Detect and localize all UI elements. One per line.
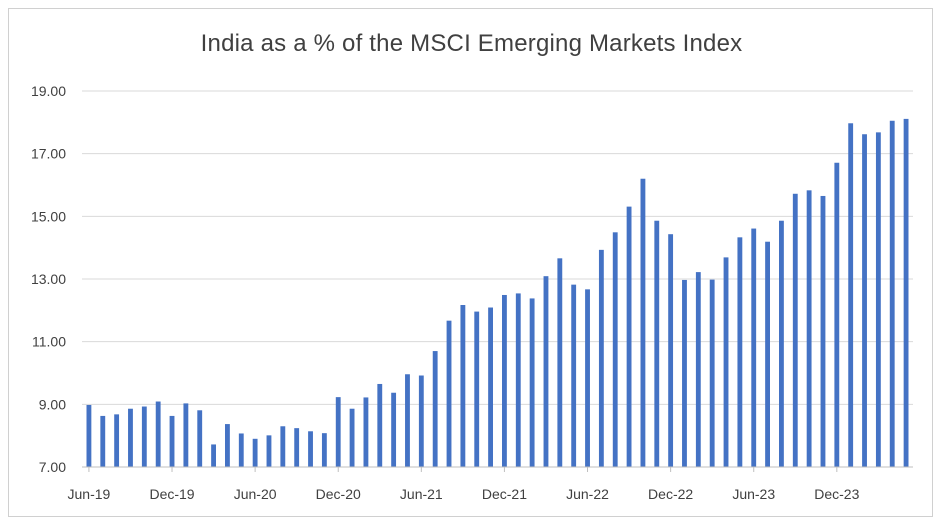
x-tick-label: Dec-21 bbox=[482, 486, 527, 502]
bar-Mar-22 bbox=[543, 276, 549, 467]
bar-Feb-22 bbox=[529, 298, 535, 467]
bar-Aug-22 bbox=[612, 232, 618, 467]
bar-May-20 bbox=[238, 433, 244, 467]
y-tick-label: 11.00 bbox=[32, 334, 66, 350]
y-tick-label: 19.00 bbox=[31, 83, 66, 99]
y-tick-label: 15.00 bbox=[31, 208, 66, 224]
bar-Nov-19 bbox=[155, 401, 161, 467]
bar-Nov-23 bbox=[820, 195, 826, 467]
bar-Feb-21 bbox=[363, 397, 369, 467]
x-tick-label: Jun-20 bbox=[234, 486, 277, 502]
bar-Apr-23 bbox=[723, 257, 729, 467]
x-tick-label: Jun-19 bbox=[68, 486, 111, 502]
bar-Jan-23 bbox=[682, 279, 687, 467]
bar-Jun-23 bbox=[751, 228, 757, 467]
bar-Aug-20 bbox=[280, 426, 286, 467]
bar-Feb-23 bbox=[695, 272, 701, 467]
bar-Dec-20 bbox=[335, 397, 341, 467]
bar-Mar-20 bbox=[211, 444, 216, 467]
bar-Jun-19 bbox=[86, 404, 92, 467]
bar-Oct-21 bbox=[474, 311, 480, 467]
bar-Dec-22 bbox=[668, 234, 674, 467]
bar-Mar-24 bbox=[875, 132, 881, 468]
bar-Oct-22 bbox=[640, 178, 646, 467]
y-tick-label: 17.00 bbox=[31, 146, 66, 162]
bar-Feb-20 bbox=[197, 410, 203, 467]
bar-May-23 bbox=[737, 237, 743, 467]
x-tick-label: Dec-19 bbox=[149, 486, 194, 502]
bar-Dec-23 bbox=[834, 162, 840, 467]
bar-Jan-24 bbox=[848, 123, 854, 468]
y-axis-ticks: 7.00 9.00 11.00 13.00 15.00 17.00 19.00 bbox=[31, 83, 66, 475]
bar-Aug-21 bbox=[446, 320, 452, 467]
chart-title: India as a % of the MSCI Emerging Market… bbox=[200, 30, 743, 57]
bar-Aug-23 bbox=[779, 220, 784, 467]
bar-Dec-19 bbox=[169, 415, 175, 467]
bar-Dec-21 bbox=[502, 294, 507, 467]
bar-Sep-21 bbox=[460, 305, 466, 467]
bar-Mar-23 bbox=[709, 279, 715, 467]
bar-Oct-19 bbox=[141, 406, 147, 467]
bar-Jun-20 bbox=[252, 438, 258, 467]
bar-Sep-22 bbox=[626, 206, 632, 467]
bar-Apr-22 bbox=[557, 258, 563, 467]
x-axis-ticks: Jun-19 Dec-19 Jun-20 Dec-20 Jun-21 Dec-21 Jun-… bbox=[68, 467, 860, 502]
bar-Nov-22 bbox=[654, 220, 660, 467]
x-tick-label: Jun-21 bbox=[400, 486, 443, 502]
y-tick-label: 7.00 bbox=[39, 459, 66, 475]
bar-Jan-22 bbox=[515, 293, 521, 467]
y-tick-label: 9.00 bbox=[39, 396, 66, 412]
bar-May-21 bbox=[405, 374, 410, 467]
bar-Jun-22 bbox=[585, 289, 590, 467]
x-tick-label: Dec-23 bbox=[814, 486, 859, 502]
bar-Feb-24 bbox=[862, 134, 867, 468]
bar-May-24 bbox=[903, 118, 909, 468]
bar-Jul-19 bbox=[100, 415, 106, 467]
bar-Aug-19 bbox=[114, 414, 120, 467]
bar-Oct-20 bbox=[308, 431, 313, 467]
x-tick-label: Jun-22 bbox=[566, 486, 609, 502]
bar-Sep-20 bbox=[294, 428, 300, 467]
bar-Jan-20 bbox=[183, 403, 189, 467]
bar-Sep-23 bbox=[792, 193, 798, 468]
y-tick-label: 13.00 bbox=[31, 271, 66, 287]
bar-Jul-22 bbox=[598, 249, 604, 467]
bar-Jul-20 bbox=[266, 435, 272, 467]
bar-Mar-21 bbox=[377, 383, 383, 467]
bar-Apr-24 bbox=[889, 120, 895, 468]
bar-Apr-21 bbox=[391, 392, 397, 467]
bar-Jul-23 bbox=[765, 241, 770, 467]
bar-May-22 bbox=[571, 284, 577, 467]
chart-frame bbox=[8, 8, 933, 517]
bar-Apr-20 bbox=[225, 424, 230, 467]
bar-Jan-21 bbox=[349, 408, 355, 467]
x-tick-label: Dec-22 bbox=[648, 486, 693, 502]
bar-Sep-19 bbox=[128, 408, 133, 467]
bar-Jun-21 bbox=[418, 375, 424, 467]
x-tick-label: Jun-23 bbox=[732, 486, 775, 502]
gridlines bbox=[82, 90, 913, 405]
bar-Nov-21 bbox=[488, 307, 493, 467]
bar-Oct-23 bbox=[806, 190, 812, 467]
bar-Jul-21 bbox=[432, 351, 438, 467]
bars bbox=[86, 118, 909, 468]
x-tick-label: Dec-20 bbox=[316, 486, 361, 502]
bar-Nov-20 bbox=[321, 433, 327, 467]
